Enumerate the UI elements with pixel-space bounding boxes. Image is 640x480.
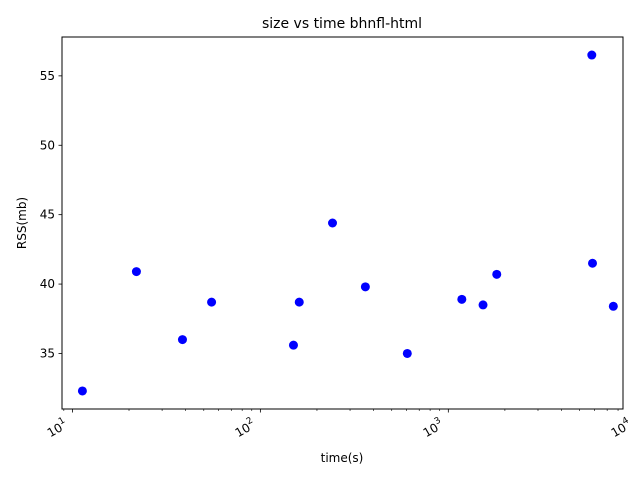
y-tick-label: 35 <box>40 346 55 360</box>
data-point <box>587 50 597 60</box>
data-point <box>492 269 502 279</box>
data-point <box>478 300 488 310</box>
data-point <box>402 348 412 358</box>
x-tick-label: 101 <box>44 416 70 440</box>
y-tick-label: 45 <box>40 208 55 222</box>
x-tick-label: 104 <box>608 416 634 440</box>
y-axis: 35 40 45 50 55 <box>40 69 62 360</box>
x-tick-label: 103 <box>420 416 446 440</box>
y-tick-label: 40 <box>40 277 55 291</box>
data-point <box>131 267 141 277</box>
data-point <box>360 282 370 292</box>
y-axis-label: RSS(mb) <box>15 197 29 249</box>
plot-frame <box>61 36 624 410</box>
data-point <box>207 297 217 307</box>
data-point <box>457 294 467 304</box>
data-point <box>294 297 304 307</box>
x-axis-label: time(s) <box>321 451 364 465</box>
y-tick-label: 50 <box>40 138 55 152</box>
data-point <box>328 218 338 228</box>
x-axis: 101 102 103 104 <box>44 409 634 440</box>
data-point <box>77 386 87 396</box>
data-point <box>608 301 618 311</box>
y-tick-label: 55 <box>40 69 55 83</box>
chart-title: size vs time bhnfl-html <box>262 16 422 32</box>
x-tick-label: 102 <box>232 416 258 440</box>
data-points <box>77 50 618 396</box>
data-point <box>288 340 298 350</box>
data-point <box>177 335 187 345</box>
data-point <box>588 258 597 268</box>
